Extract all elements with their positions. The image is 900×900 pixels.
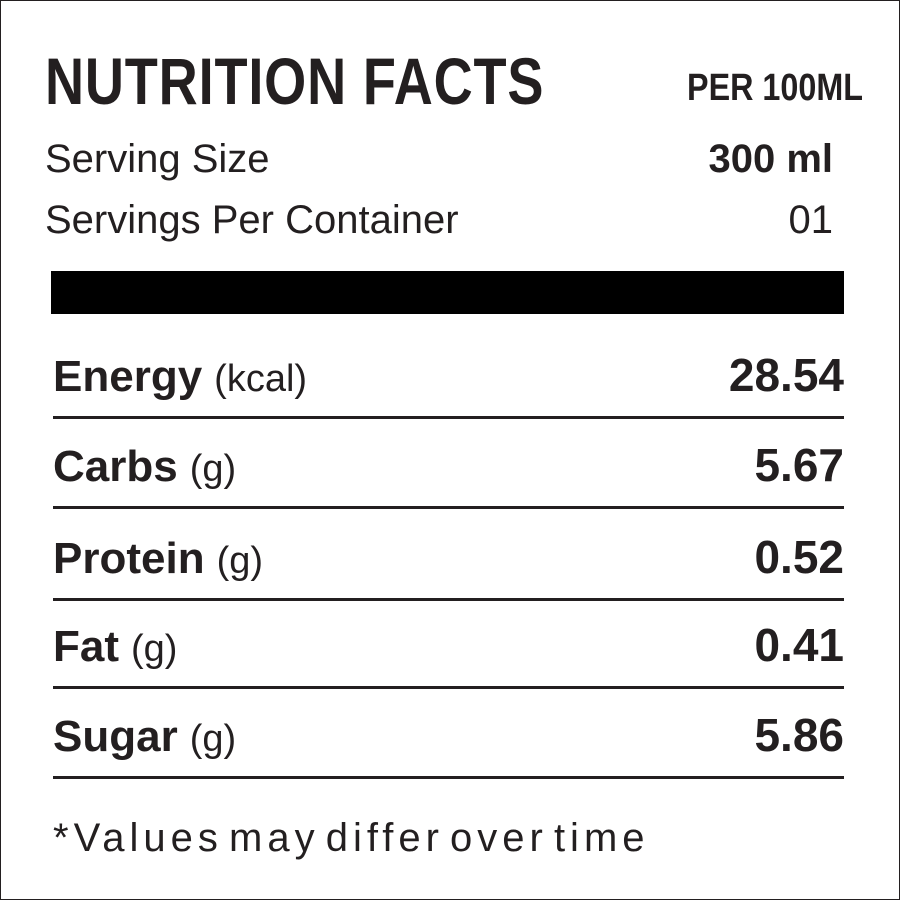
nutrient-name: Energy	[53, 352, 203, 401]
nutrient-value: 5.67	[754, 439, 844, 491]
serving-value: 01	[788, 197, 834, 242]
nutrient-name: Fat	[53, 622, 119, 671]
nutrient-name: Protein	[53, 534, 205, 583]
nutrient-name: Sugar	[53, 712, 178, 761]
footnote: *Values may differ over time	[53, 816, 650, 860]
nutrient-row: Fat (g) 0.41	[53, 601, 844, 689]
nutrient-unit: (g)	[131, 628, 178, 670]
nutrient-value: 28.54	[728, 349, 844, 401]
nutrient-row: Sugar (g) 5.86	[53, 691, 844, 779]
nutrient-name-group: Sugar (g)	[53, 712, 236, 762]
serving-label: Serving Size	[45, 136, 270, 181]
nutrient-name-group: Fat (g)	[53, 622, 177, 672]
nutrient-unit: (g)	[189, 448, 237, 490]
nutrient-name: Carbs	[53, 442, 178, 491]
divider-bar	[51, 271, 844, 314]
serving-row: Serving Size 300 ml	[45, 134, 833, 184]
nutrient-row: Protein (g) 0.52	[53, 513, 844, 601]
nutrient-name-group: Protein (g)	[53, 534, 263, 584]
nutrient-unit: (kcal)	[214, 358, 308, 400]
serving-value: 300 ml	[708, 136, 833, 181]
nutrient-unit: (g)	[189, 718, 237, 760]
nutrient-unit: (g)	[216, 540, 264, 582]
nutrient-name-group: Carbs (g)	[53, 442, 236, 492]
nutrient-name-group: Energy (kcal)	[53, 352, 307, 402]
nutrient-value: 0.52	[754, 531, 844, 583]
nutrient-row: Carbs (g) 5.67	[53, 421, 844, 509]
subtitle: PER 100ML	[687, 67, 863, 109]
serving-label: Servings Per Container	[45, 197, 459, 242]
nutrient-row: Energy (kcal) 28.54	[53, 331, 844, 419]
title: NUTRITION FACTS	[45, 44, 545, 118]
serving-row: Servings Per Container 01	[45, 195, 833, 245]
nutrient-value: 0.41	[754, 619, 844, 671]
nutrient-value: 5.86	[754, 709, 844, 761]
